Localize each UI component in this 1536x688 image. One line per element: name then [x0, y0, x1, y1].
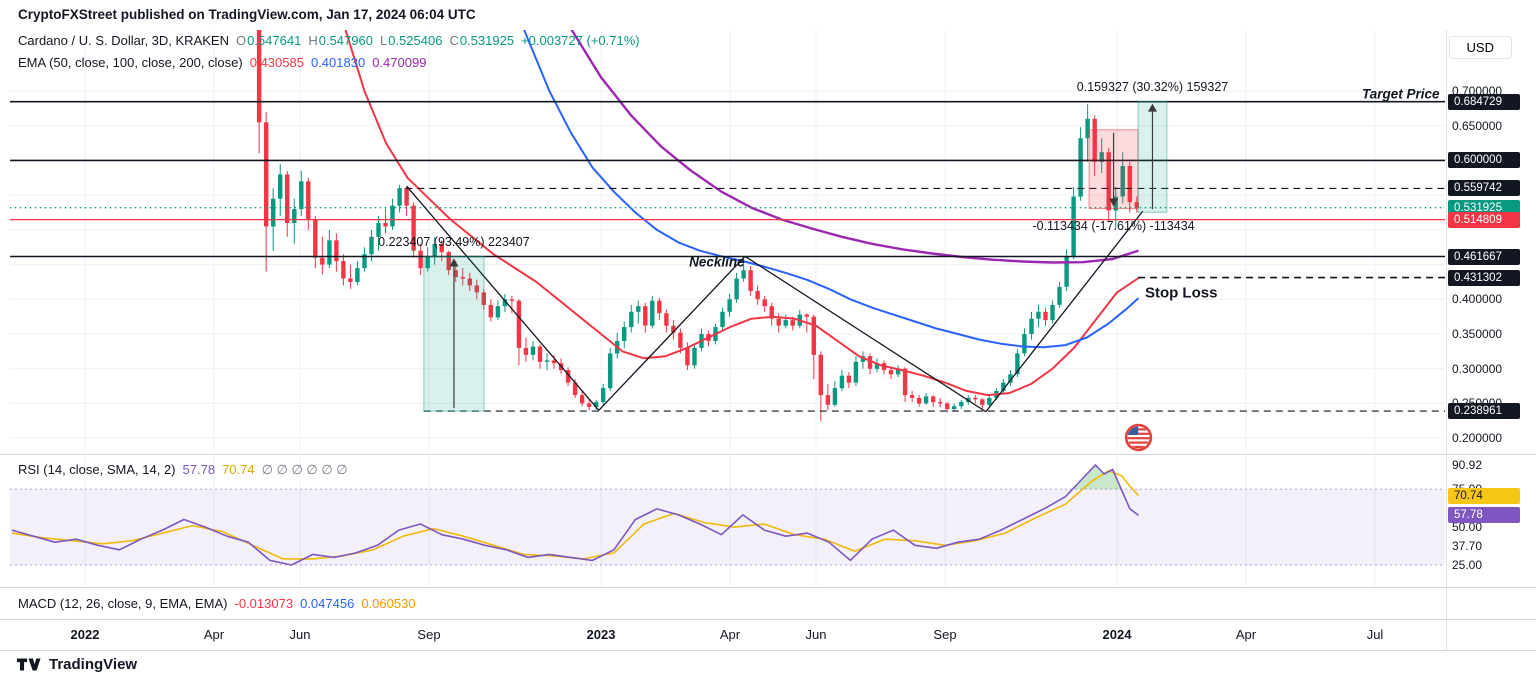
price-axis-badge: 0.238961 [1448, 403, 1520, 420]
price-axis-label: 0.650000 [1452, 118, 1503, 133]
tradingview-brand[interactable]: TradingView [49, 656, 138, 673]
price-axis-badge: 0.684729 [1448, 93, 1520, 110]
publisher-bar: CryptoFXStreet published on TradingView.… [0, 0, 1536, 30]
time-axis-label: Jul [1366, 627, 1384, 642]
price-axis-label: 0.400000 [1452, 292, 1503, 307]
time-axis-label: 2024 [1102, 627, 1132, 642]
time-axis-label: Apr [1235, 627, 1257, 642]
ema100-value: 0.401830 [310, 55, 366, 70]
currency-usd-button[interactable]: USD [1448, 36, 1512, 59]
macd-value: -0.013073 [234, 596, 294, 611]
publisher-text: CryptoFXStreet published on TradingView.… [18, 7, 476, 22]
price-axis-badge: 0.514809 [1448, 211, 1520, 228]
price-axis-badge: 0.461667 [1448, 248, 1520, 265]
symbol-title: Cardano / U. S. Dollar, 3D, KRAKEN [18, 33, 229, 48]
macd-legend-row[interactable]: MACD (12, 26, close, 9, EMA, EMA) -0.013… [18, 596, 416, 611]
macd-hist-value: 0.060530 [361, 596, 416, 611]
time-axis-label: Jun [289, 627, 311, 642]
rsi-pane [10, 456, 1445, 587]
time-axis-label: Jun [805, 627, 827, 642]
rsi-axis-label: 90.92 [1452, 458, 1483, 472]
rsi-legend-row[interactable]: RSI (14, close, SMA, 14, 2) 57.78 70.74 … [18, 462, 348, 478]
main-price-pane [10, 30, 1446, 452]
footer-attribution: TradingView [16, 656, 137, 673]
rsi-sma-value: 70.74 [222, 462, 255, 477]
us-flag-marker-icon [1124, 423, 1153, 452]
rsi-axis-badge: 70.74 [1448, 487, 1520, 504]
rsi-axis-label: 50.00 [1452, 520, 1483, 535]
ema200-value: 0.470099 [372, 55, 427, 70]
open-value: O 0.547641 [235, 33, 302, 48]
price-axis-label: 0.200000 [1452, 431, 1503, 446]
price-axis-label: 0.350000 [1452, 327, 1503, 341]
price-axis-badge: 0.431302 [1448, 269, 1520, 286]
ema-label: EMA (50, close, 100, close, 200, close) [18, 55, 243, 70]
time-axis-label: Apr [203, 627, 225, 642]
time-axis-label: 2022 [70, 627, 100, 642]
high-value: H 0.547960 [308, 33, 373, 48]
rsi-axis-label: 25.00 [1452, 558, 1483, 572]
rsi-label: RSI (14, close, SMA, 14, 2) [18, 462, 176, 477]
price-axis[interactable]: 0.700000 0.650000 0.400000 0.350000 0.300000… [1447, 0, 1536, 651]
price-axis-badge: 0.600000 [1448, 152, 1520, 169]
price-axis-label: 0.300000 [1452, 361, 1503, 376]
ema-legend-row[interactable]: EMA (50, close, 100, close, 200, close) … [18, 55, 426, 70]
ema50-value: 0.430585 [249, 55, 304, 70]
rsi-axis-badge: 57.78 [1448, 507, 1520, 524]
time-axis[interactable]: 2022 Apr Jun Sep 2023 Apr Jun Sep 2024 Apr Jul [0, 620, 1536, 651]
tradingview-logo-icon[interactable] [16, 656, 41, 673]
symbol-legend-row[interactable]: Cardano / U. S. Dollar, 3D, KRAKEN O 0.54… [18, 33, 640, 48]
macd-label: MACD (12, 26, close, 9, EMA, EMA) [18, 596, 228, 611]
time-axis-label: Sep [933, 627, 957, 642]
macd-signal-value: 0.047456 [300, 596, 355, 611]
low-value: L 0.525406 [379, 33, 443, 48]
close-value: C 0.531925 [449, 33, 515, 48]
change-value: +0.003727 (+0.71%) [521, 33, 640, 48]
time-axis-label: 2023 [586, 627, 616, 642]
rsi-value: 57.78 [182, 462, 216, 477]
price-axis-badge: 0.559742 [1448, 180, 1520, 197]
time-axis-label: Apr [719, 627, 741, 642]
time-axis-label: Sep [417, 627, 441, 642]
rsi-disabled-smoothing-icons: ∅ ∅ ∅ ∅ ∅ ∅ [261, 462, 348, 477]
rsi-axis-label: 37.70 [1452, 538, 1483, 553]
